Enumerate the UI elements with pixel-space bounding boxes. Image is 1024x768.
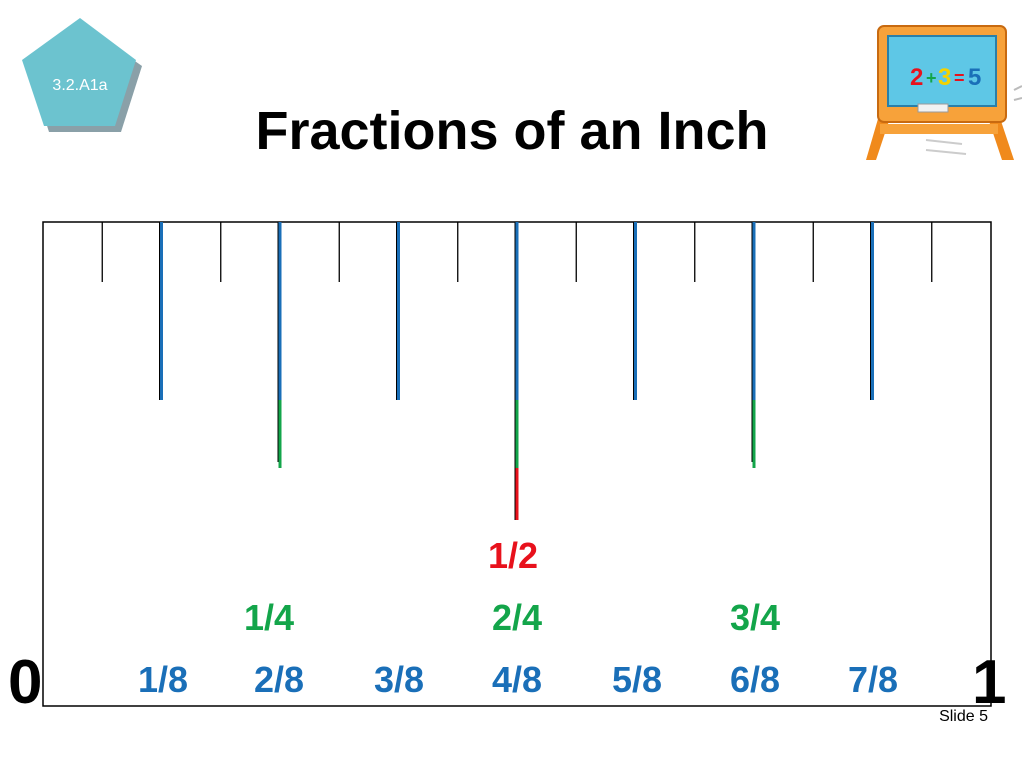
label-quarter-1: 1/4: [244, 597, 295, 638]
slide-number: Slide 5: [939, 708, 988, 725]
label-eighth-4: 4/8: [492, 659, 543, 700]
label-half: 1/2: [488, 535, 539, 576]
chalkboard-icon: 2 + 3 = 5: [866, 20, 1023, 160]
label-eighth-5: 5/8: [612, 659, 663, 700]
label-eighth-7: 7/8: [848, 659, 899, 700]
board-digit-c: 5: [968, 64, 982, 91]
label-quarter-3: 3/4: [730, 597, 781, 638]
board-digit-b: 3: [938, 64, 952, 91]
label-eighth-6: 6/8: [730, 659, 781, 700]
board-plus: +: [926, 68, 937, 88]
board-equals: =: [954, 68, 965, 88]
section-badge: 3.2.A1a: [18, 16, 142, 134]
label-quarter-2: 2/4: [492, 597, 543, 638]
label-eighth-3: 3/8: [374, 659, 425, 700]
label-eighth-1: 1/8: [138, 659, 189, 700]
pentagon-icon: [22, 18, 142, 132]
page-title: Fractions of an Inch: [255, 101, 769, 161]
badge-label: 3.2.A1a: [52, 77, 108, 94]
ruler-one-label: 1: [972, 648, 1007, 717]
label-eighth-2: 2/8: [254, 659, 305, 700]
ruler-zero-label: 0: [8, 648, 43, 717]
board-digit-a: 2: [910, 64, 924, 91]
